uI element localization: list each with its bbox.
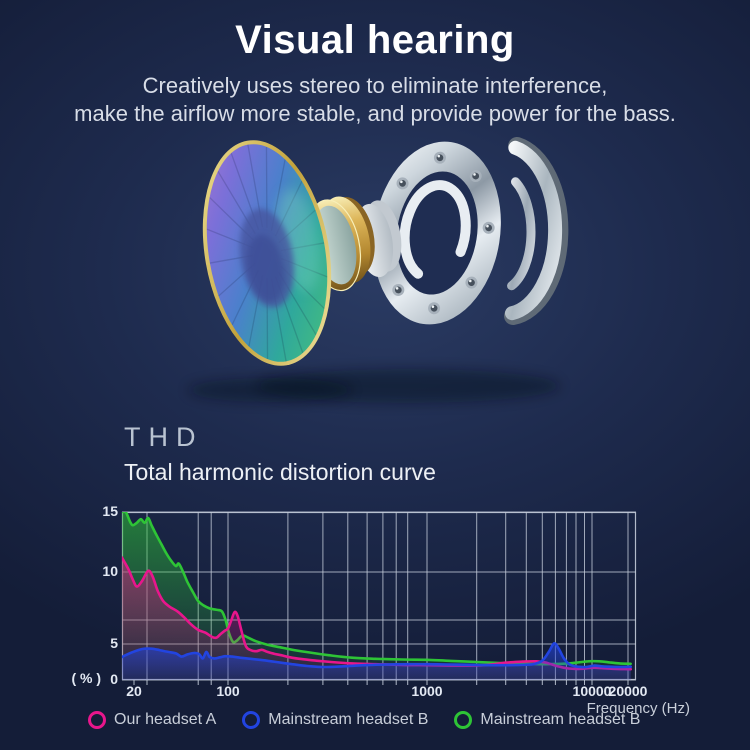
x-tick-label: 100 — [216, 683, 240, 699]
diaphragm — [202, 140, 332, 366]
x-tick-label: 1000 — [411, 683, 443, 699]
y-axis-unit: ( % ) — [71, 670, 101, 686]
page-title: Visual hearing — [235, 18, 515, 62]
subtitle-line-1: Creatively uses stereo to eliminate inte… — [142, 73, 608, 98]
x-tick-label: 10000 — [572, 683, 612, 699]
y-tick-label: 10 — [102, 563, 118, 579]
back-shell — [504, 137, 569, 325]
legend-label: Mainstream headset B — [480, 711, 641, 728]
y-tick-label: 15 — [102, 503, 118, 519]
y-tick-label: 5 — [110, 635, 118, 651]
chart-legend: Our headset A Mainstream headset B Mainstr… — [88, 711, 640, 729]
chart-title: Total harmonic distortion curve — [124, 459, 436, 485]
legend-label: Mainstream headset B — [268, 711, 429, 728]
area-mainstream-headset-b-1 — [122, 643, 631, 680]
curve-our-headset-a-0 — [122, 556, 632, 671]
x-tick-label: 20 — [126, 683, 142, 699]
legend-ring-icon — [242, 711, 261, 729]
thd-chart — [121, 511, 637, 685]
faceplate-ring — [373, 141, 501, 325]
driver-exploded-illustration — [150, 128, 620, 418]
driver-exploded-svg — [188, 137, 569, 403]
legend-label: Our headset A — [114, 711, 217, 728]
legend-item-0: Our headset A — [88, 711, 216, 729]
x-axis-label: Frequency (Hz) — [586, 700, 690, 717]
legend-item-2: Mainstream headset B — [454, 711, 640, 729]
curve-mainstream-headset-b-1 — [122, 641, 632, 669]
chart-series — [122, 512, 632, 680]
legend-ring-icon — [88, 711, 106, 729]
product-shadow — [188, 369, 560, 403]
y-tick-label: 0 — [110, 671, 118, 687]
x-tick-label: 20000 — [608, 683, 648, 699]
subtitle-line-2: make the airflow more stable, and provid… — [74, 101, 676, 126]
legend-ring-icon — [454, 711, 473, 729]
legend-item-1: Mainstream headset B — [242, 711, 428, 729]
section-heading: THD — [124, 422, 204, 452]
